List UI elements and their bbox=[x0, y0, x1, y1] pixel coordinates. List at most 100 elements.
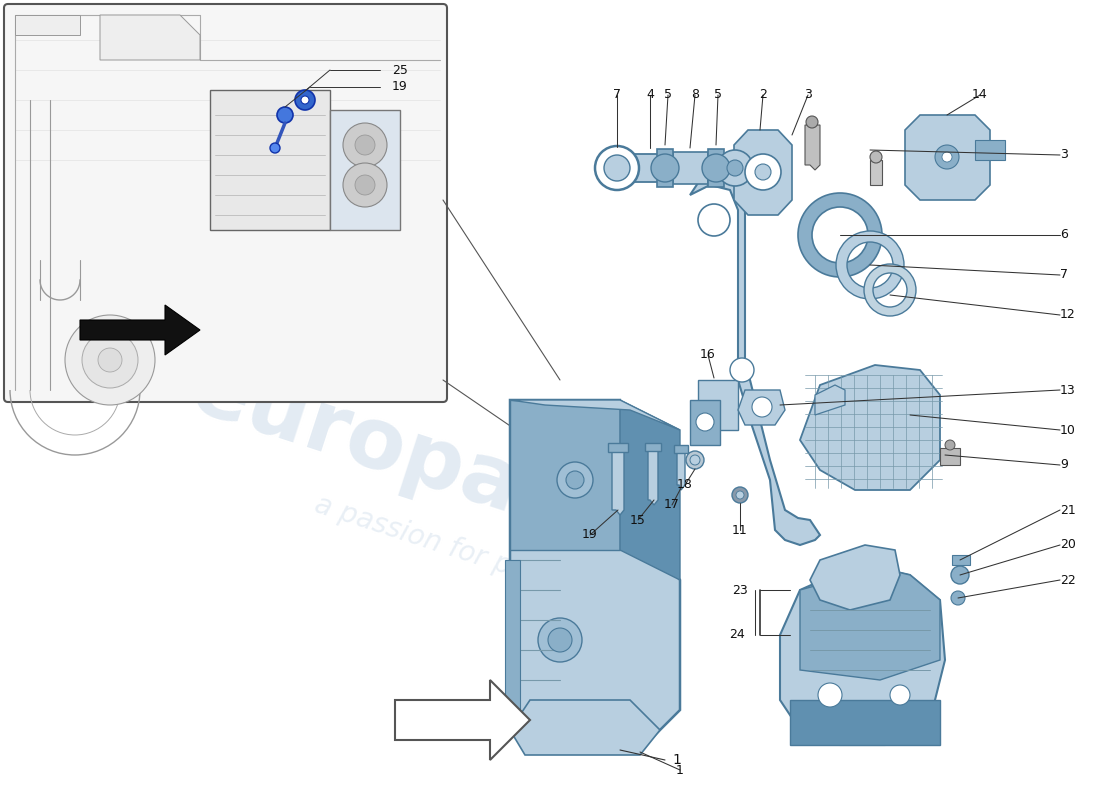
Circle shape bbox=[301, 96, 309, 104]
Text: 13: 13 bbox=[1060, 383, 1076, 397]
Text: 5: 5 bbox=[664, 89, 672, 102]
Text: 21: 21 bbox=[1060, 503, 1076, 517]
Polygon shape bbox=[698, 380, 738, 430]
Circle shape bbox=[270, 143, 280, 153]
Circle shape bbox=[651, 154, 679, 182]
Circle shape bbox=[538, 618, 582, 662]
Text: 24: 24 bbox=[729, 629, 745, 642]
Circle shape bbox=[755, 164, 771, 180]
Polygon shape bbox=[805, 125, 820, 170]
Polygon shape bbox=[975, 140, 1005, 160]
Circle shape bbox=[355, 135, 375, 155]
Polygon shape bbox=[905, 115, 990, 200]
Polygon shape bbox=[800, 365, 940, 490]
Text: 25: 25 bbox=[392, 63, 408, 77]
Circle shape bbox=[730, 358, 754, 382]
Circle shape bbox=[595, 146, 639, 190]
Circle shape bbox=[355, 175, 375, 195]
Circle shape bbox=[557, 462, 593, 498]
Text: 1: 1 bbox=[676, 763, 684, 777]
Polygon shape bbox=[810, 545, 900, 610]
Polygon shape bbox=[510, 700, 660, 755]
Circle shape bbox=[806, 116, 818, 128]
Text: 14: 14 bbox=[972, 89, 988, 102]
Circle shape bbox=[277, 107, 293, 123]
Text: 12: 12 bbox=[1060, 309, 1076, 322]
Text: 19: 19 bbox=[582, 529, 598, 542]
Wedge shape bbox=[798, 193, 882, 277]
Polygon shape bbox=[800, 568, 940, 680]
Text: 9: 9 bbox=[1060, 458, 1068, 471]
FancyBboxPatch shape bbox=[4, 4, 447, 402]
Circle shape bbox=[566, 471, 584, 489]
Text: 5: 5 bbox=[714, 89, 722, 102]
Polygon shape bbox=[734, 130, 792, 215]
Text: a passion for parts since...: a passion for parts since... bbox=[311, 490, 669, 630]
Text: 17: 17 bbox=[664, 498, 680, 511]
Circle shape bbox=[732, 487, 748, 503]
Polygon shape bbox=[815, 385, 845, 415]
Polygon shape bbox=[790, 700, 940, 745]
Bar bbox=[708, 149, 724, 187]
Text: 20: 20 bbox=[1060, 538, 1076, 551]
Bar bbox=[657, 149, 673, 187]
Polygon shape bbox=[608, 443, 628, 452]
Circle shape bbox=[702, 154, 730, 182]
Circle shape bbox=[952, 566, 969, 584]
Text: 1: 1 bbox=[672, 753, 681, 767]
Text: 7: 7 bbox=[1060, 269, 1068, 282]
Polygon shape bbox=[510, 400, 680, 430]
Polygon shape bbox=[645, 443, 661, 451]
Text: 11: 11 bbox=[733, 523, 748, 537]
Polygon shape bbox=[100, 15, 200, 60]
Polygon shape bbox=[780, 568, 945, 745]
Bar bbox=[630, 154, 725, 182]
Circle shape bbox=[343, 123, 387, 167]
Circle shape bbox=[736, 491, 744, 499]
Polygon shape bbox=[505, 560, 520, 710]
Circle shape bbox=[548, 628, 572, 652]
Text: 15: 15 bbox=[630, 514, 646, 526]
Bar bbox=[952, 555, 970, 565]
Text: 23: 23 bbox=[733, 583, 748, 597]
Polygon shape bbox=[870, 160, 882, 185]
Text: 22: 22 bbox=[1060, 574, 1076, 586]
Text: 6: 6 bbox=[1060, 229, 1068, 242]
Wedge shape bbox=[836, 231, 904, 299]
Polygon shape bbox=[940, 448, 960, 465]
Polygon shape bbox=[648, 448, 658, 505]
Circle shape bbox=[343, 163, 387, 207]
Circle shape bbox=[870, 151, 882, 163]
Text: 19: 19 bbox=[392, 81, 408, 94]
Polygon shape bbox=[395, 680, 530, 760]
Circle shape bbox=[727, 160, 742, 176]
Polygon shape bbox=[738, 390, 785, 425]
Circle shape bbox=[295, 90, 315, 110]
Circle shape bbox=[945, 440, 955, 450]
Text: 3: 3 bbox=[804, 89, 812, 102]
Circle shape bbox=[935, 145, 959, 169]
Polygon shape bbox=[15, 15, 80, 35]
Circle shape bbox=[604, 155, 630, 181]
Circle shape bbox=[65, 315, 155, 405]
Wedge shape bbox=[864, 264, 916, 316]
Circle shape bbox=[745, 154, 781, 190]
Polygon shape bbox=[676, 450, 685, 490]
Polygon shape bbox=[510, 400, 680, 750]
Text: 8: 8 bbox=[691, 89, 698, 102]
Circle shape bbox=[890, 685, 910, 705]
Polygon shape bbox=[690, 400, 721, 445]
Bar bbox=[673, 152, 708, 184]
Circle shape bbox=[98, 348, 122, 372]
Text: europarts: europarts bbox=[180, 347, 659, 573]
Circle shape bbox=[717, 150, 754, 186]
Text: 16: 16 bbox=[700, 349, 716, 362]
Circle shape bbox=[686, 451, 704, 469]
Polygon shape bbox=[690, 178, 820, 545]
Text: 4: 4 bbox=[646, 89, 653, 102]
Circle shape bbox=[942, 152, 952, 162]
Text: 18: 18 bbox=[678, 478, 693, 491]
Text: 3: 3 bbox=[1060, 149, 1068, 162]
Text: 2: 2 bbox=[759, 89, 767, 102]
Polygon shape bbox=[330, 110, 400, 230]
